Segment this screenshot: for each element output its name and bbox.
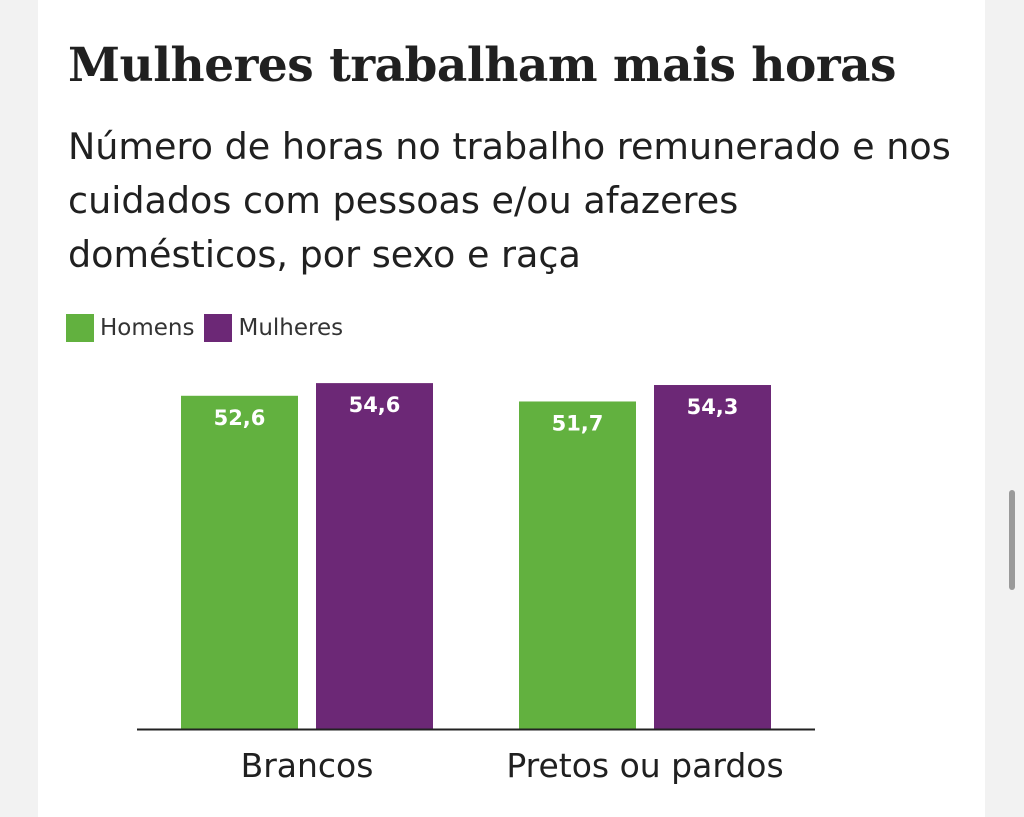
legend-swatch-mulheres xyxy=(204,314,233,342)
legend: Homens Mulheres xyxy=(66,314,353,342)
scrollbar[interactable] xyxy=(1009,490,1015,590)
bar-homens-1 xyxy=(519,401,636,729)
legend-item-homens: Homens xyxy=(66,314,194,342)
bar-mulheres-0 xyxy=(316,383,433,729)
chart-subtitle: Número de horas no trabalho remunerado e… xyxy=(68,125,951,276)
chart-title: Mulheres trabalham mais horas xyxy=(68,38,897,93)
x-tick-label: Pretos ou pardos xyxy=(506,746,783,785)
legend-label-homens: Homens xyxy=(100,315,195,341)
x-tick-label: Brancos xyxy=(241,746,374,785)
bar-mulheres-1 xyxy=(654,385,771,729)
data-label: 54,3 xyxy=(687,395,739,419)
legend-swatch-homens xyxy=(66,314,94,342)
data-label: 54,6 xyxy=(349,393,401,417)
data-label: 51,7 xyxy=(552,411,604,435)
legend-label-mulheres: Mulheres xyxy=(238,315,344,341)
legend-item-mulheres: Mulheres xyxy=(204,314,343,342)
data-label: 52,6 xyxy=(214,406,266,430)
bar-homens-0 xyxy=(181,395,298,729)
